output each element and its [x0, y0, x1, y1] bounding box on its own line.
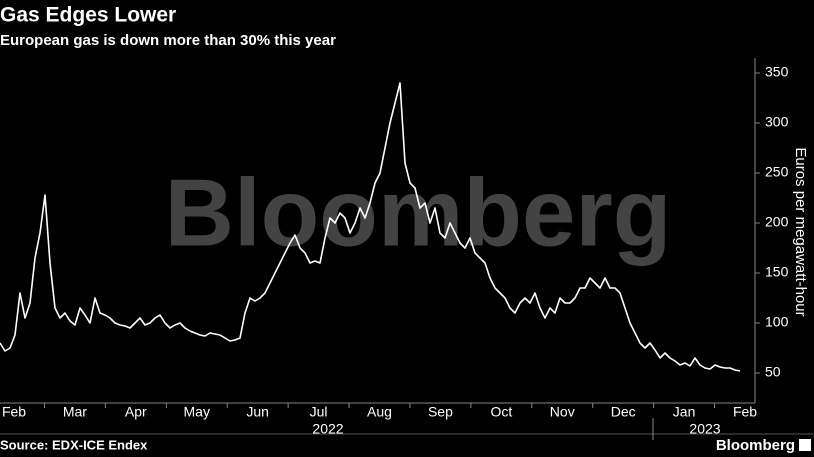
- year-label: 2022: [312, 421, 343, 437]
- x-tick-label: Apr: [125, 404, 147, 420]
- x-tick-label: May: [184, 404, 210, 420]
- chart-subtitle: European gas is down more than 30% this …: [0, 32, 336, 49]
- x-tick-label: Mar: [63, 404, 87, 420]
- y-tick-label: 200: [765, 214, 789, 230]
- x-tick-label: Oct: [490, 404, 512, 420]
- price-line: [0, 82, 741, 372]
- y-axis-label: Euros per megawatt-hour: [792, 147, 809, 316]
- y-tick-label: 300: [765, 114, 789, 130]
- watermark: Bloomberg: [165, 159, 672, 266]
- x-tick-label: Jun: [246, 404, 269, 420]
- x-tick-label: Sep: [428, 404, 453, 420]
- x-tick-label: Jul: [310, 404, 328, 420]
- y-tick-label: 50: [765, 364, 781, 380]
- y-tick-label: 250: [765, 164, 789, 180]
- x-tick-label: Nov: [550, 404, 575, 420]
- x-tick-label: Feb: [2, 404, 26, 420]
- x-tick-label: Jan: [673, 404, 696, 420]
- logo: Bloomberg: [716, 437, 795, 454]
- y-tick-label: 350: [765, 64, 789, 80]
- chart-title: Gas Edges Lower: [0, 4, 176, 27]
- logo-icon: [799, 439, 811, 451]
- source: Source: EDX-ICE Endex: [0, 437, 148, 452]
- x-tick-label: Aug: [367, 404, 392, 420]
- x-tick-label: Dec: [611, 404, 636, 420]
- x-tick-label: Feb: [733, 404, 757, 420]
- y-tick-label: 100: [765, 314, 789, 330]
- year-label: 2023: [689, 421, 720, 437]
- y-tick-label: 150: [765, 264, 789, 280]
